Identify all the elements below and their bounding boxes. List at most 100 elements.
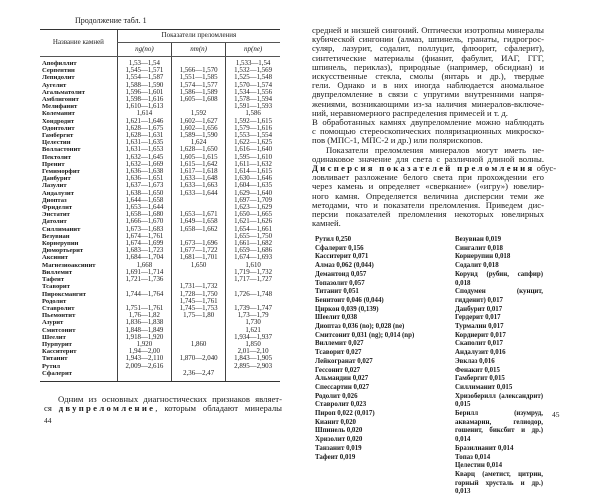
table-row: Ставролит 1,751—1,761 1,745—1,753 1,739—1,7… bbox=[40, 304, 280, 313]
refraction-value: 1,683—1,723 bbox=[116, 247, 172, 255]
refraction-value: 1,75—1,80 bbox=[171, 312, 226, 320]
text-line: шпинель, периклаз), природные (например,… bbox=[312, 61, 544, 72]
refraction-value: 2,36—2,47 bbox=[171, 369, 226, 382]
refraction-value: 1,623—1,629 bbox=[225, 204, 280, 212]
table-row: Энстатит 1,658—1,680 1,653—1,671 1,650—1,66… bbox=[40, 211, 280, 219]
text-line: жениями, возникающими из-за наличия мине… bbox=[312, 99, 544, 109]
table-row: Гамбергит 1,628—1,631 1,589—1,590 1,553—1,5… bbox=[40, 132, 280, 140]
table-row: Андалузит 1,638—1,650 1,633—1,644 1,629—1,6… bbox=[40, 189, 280, 197]
text-line: камней. bbox=[312, 219, 544, 228]
text-segment: камней. bbox=[312, 218, 341, 229]
refraction-value: 1,553—1,554 bbox=[225, 132, 280, 140]
stone-name: Титанит bbox=[42, 355, 68, 363]
refraction-value bbox=[225, 369, 280, 382]
text-segment: средней и низшей сингоний. Оптически изо… bbox=[312, 25, 544, 35]
refraction-value: 1,570—1,574 bbox=[225, 81, 280, 89]
text-line: гели. Однако и в них иногда наблюдается … bbox=[312, 81, 544, 90]
refraction-value: 1,744—1,764 bbox=[116, 290, 172, 298]
refraction-value: 1,602—1,627 bbox=[171, 117, 226, 125]
refraction-value bbox=[171, 268, 226, 277]
text-line: Дисперсия показателей преломления обус- bbox=[312, 163, 556, 173]
stone-name: Гамбергит bbox=[42, 132, 74, 140]
refraction-value: 1,596—1,601 bbox=[116, 88, 172, 97]
stone-name: Мелифанит bbox=[42, 103, 78, 111]
refraction-value: 1,674—1,699 bbox=[116, 240, 172, 248]
stone-name: Данбурит bbox=[42, 175, 71, 183]
text-line: пов (МПС-1, МПС-2 и др.) или полярископо… bbox=[312, 136, 544, 145]
refraction-value: 1,621—1,626 bbox=[225, 218, 280, 226]
text-segment: шпинель, периклаз), природные (например,… bbox=[312, 61, 544, 72]
table-row: Колеманит 1,614 1,592 1,586 bbox=[40, 110, 280, 118]
stone-name: Аугелит bbox=[42, 81, 67, 89]
text-segment: двупреломление в связи с упругими внутре… bbox=[312, 89, 544, 100]
refraction-value bbox=[116, 297, 172, 305]
dispersion-item: Родолит 0,026 bbox=[315, 392, 358, 400]
refraction-value: 1,586—1,589 bbox=[171, 88, 226, 97]
dispersion-item: Фенакит 0,015 bbox=[455, 366, 500, 374]
table-row: Касситерит 1,94—2,00 2,01—2,10 bbox=[40, 348, 280, 356]
refraction-value bbox=[171, 333, 226, 341]
refraction-value bbox=[225, 297, 280, 305]
dispersion-item: Корунд (рубин, сапфир) 0,018 bbox=[455, 270, 543, 287]
refraction-value: 1,616—1,640 bbox=[225, 146, 280, 154]
dispersion-item: Топазолит 0,057 bbox=[315, 279, 365, 287]
refraction-value: 1,624 bbox=[171, 139, 226, 147]
table-row: Диоптаз 1,644—1,658 1,697—1,709 bbox=[40, 196, 280, 205]
stone-name: Магнезиоаксинит bbox=[42, 261, 96, 269]
refraction-value: 1,630—1,646 bbox=[225, 175, 280, 183]
refraction-value: 1,719—1,732 bbox=[225, 268, 280, 277]
refraction-value: 1,574—1,577 bbox=[171, 81, 226, 89]
refraction-value: 1,654—1,661 bbox=[225, 225, 280, 233]
refraction-value: 1,610—1,613 bbox=[116, 103, 172, 111]
table-row: Целестин 1,631—1,635 1,624 1,622—1,625 bbox=[40, 139, 280, 147]
stone-name: Лазулит bbox=[42, 182, 67, 190]
dispersion-item: Тсаворит 0,027 bbox=[315, 349, 362, 357]
table-row: Лазулит 1,637—1,673 1,633—1,663 1,604—1,635 bbox=[40, 182, 280, 190]
stone-name: Пренит bbox=[42, 160, 65, 168]
text-segment: одинаковое значение для света с различно… bbox=[312, 153, 544, 164]
stone-name: Пьемонтит bbox=[42, 312, 76, 320]
refraction-value: 1,632—1,645 bbox=[116, 153, 172, 161]
refraction-value: 1,684—1,704 bbox=[116, 254, 172, 262]
dispersion-item: Альмандин 0,027 bbox=[315, 375, 369, 383]
stone-name: Силлиманит bbox=[42, 225, 81, 233]
dispersion-item: Пироп 0,022 (0,017) bbox=[315, 410, 375, 418]
dispersion-item: Гессонит 0,027 bbox=[315, 366, 361, 374]
refraction-value: 1,633—1,644 bbox=[171, 189, 226, 197]
text-segment: персии показателей преломления некоторых… bbox=[312, 209, 544, 220]
refraction-value: 2,895—2,903 bbox=[225, 362, 280, 370]
refraction-value: 1,604—1,635 bbox=[225, 182, 280, 190]
table-row: Аксинит 1,684—1,704 1,681—1,701 1,674—1,693 bbox=[40, 254, 280, 262]
text-line: двупреломление в связи с упругими внутре… bbox=[312, 90, 544, 99]
refraction-value: 1,860 bbox=[171, 340, 226, 349]
refraction-value: 1,615—1,642 bbox=[171, 160, 226, 169]
dispersion-item: Кварц (аметист, цитрин, горный хрусталь … bbox=[455, 470, 543, 496]
text-line: ний, неравномерного распределения примес… bbox=[312, 108, 544, 118]
refraction-value: 1,532—1,569 bbox=[225, 67, 280, 75]
refraction-value: 1,633—1,663 bbox=[171, 182, 226, 190]
refraction-value: 1,602—1,656 bbox=[171, 124, 226, 133]
text-line: через камень и определяет «сверкание» («… bbox=[312, 182, 544, 191]
dispersion-item: Эвклаз 0,016 bbox=[455, 357, 495, 365]
dispersion-item: Хризоберилл (александрит) 0,015 bbox=[455, 392, 543, 409]
dispersion-item: Гамбергит 0,015 bbox=[455, 375, 505, 383]
stone-name: Родолит bbox=[42, 297, 67, 305]
refraction-value: 1,745—1,753 bbox=[171, 304, 226, 313]
refraction-value: 1,674—1,693 bbox=[225, 254, 280, 262]
table-row: Корнерупин 1,674—1,699 1,673—1,696 1,661—1,… bbox=[40, 240, 280, 248]
refraction-value bbox=[171, 103, 226, 111]
dispersion-item: Содалит 0,018 bbox=[455, 262, 499, 270]
refraction-value: 1,534—1,556 bbox=[225, 88, 280, 97]
dispersion-item: Виллемит 0,027 bbox=[315, 340, 364, 348]
table-row: Данбурит 1,636—1,651 1,633—1,648 1,630—1,64… bbox=[40, 175, 280, 183]
refraction-value: 1,843—1,905 bbox=[225, 355, 280, 363]
text-segment: гели. Однако и в них иногда наблюдается … bbox=[312, 80, 544, 91]
text-segment: , которым обладают минералы bbox=[155, 403, 282, 414]
table-row: Волластонит 1,631—1,653 1,628—1,650 1,616—1… bbox=[40, 146, 280, 154]
table-row: Фриделит 1,653—1,644 1,623—1,629 bbox=[40, 204, 280, 212]
stone-name: Везувиан bbox=[42, 232, 70, 240]
refraction-value: 1,870—2,040 bbox=[171, 355, 226, 363]
dispersion-item: Данбурит 0,017 bbox=[455, 305, 503, 313]
dispersion-item: Рутил 0,250 bbox=[315, 236, 352, 243]
text-line: персии показателей преломления некоторых… bbox=[312, 209, 544, 220]
